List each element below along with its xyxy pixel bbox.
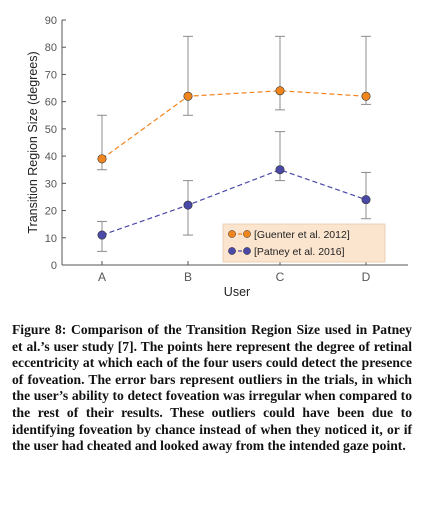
line-chart: 0 10 20 30 40 50 60 70 80 90 A B C D User Transition Re… — [26, 15, 408, 299]
x-tick-label: A — [98, 270, 106, 284]
x-tick-label: C — [276, 270, 285, 284]
legend-marker — [228, 247, 236, 255]
data-point — [183, 91, 193, 101]
legend-marker — [243, 247, 251, 255]
legend-marker — [228, 230, 236, 238]
series-line-1 — [101, 90, 367, 160]
legend-label: [Patney et al. 2016] — [254, 246, 345, 258]
y-tick-label: 70 — [45, 69, 57, 81]
y-tick-label: 10 — [45, 233, 57, 245]
y-tick-label: 40 — [45, 151, 57, 163]
data-point — [97, 230, 107, 240]
y-tick-label: 0 — [51, 260, 57, 272]
figure-caption: Figure 8: Comparison of the Transition R… — [12, 322, 412, 455]
y-axis-label: Transition Region Size (degrees) — [26, 51, 40, 233]
chart-container: 0 10 20 30 40 50 60 70 80 90 A B C D User Transition Re… — [26, 15, 408, 299]
data-point — [361, 91, 371, 101]
data-point — [275, 86, 285, 96]
data-point — [275, 165, 285, 175]
legend-label: [Guenter et al. 2012] — [254, 229, 350, 241]
y-tick-label: 50 — [45, 124, 57, 136]
y-tick-label: 30 — [45, 178, 57, 190]
caption-text: Comparison of the Transition Region Size… — [12, 322, 412, 454]
y-tick-label: 90 — [45, 15, 57, 27]
data-point — [183, 200, 193, 210]
y-tick-label: 60 — [45, 97, 57, 109]
x-tick-label: B — [184, 270, 192, 284]
data-point — [97, 154, 107, 164]
data-point — [361, 195, 371, 205]
y-tick-label: 80 — [45, 42, 57, 54]
series-line-2 — [101, 169, 367, 236]
figure-label: Figure 8: — [12, 322, 67, 337]
legend-marker — [243, 230, 251, 238]
x-tick-label: D — [362, 270, 371, 284]
y-tick-label: 20 — [45, 206, 57, 218]
x-axis-label: User — [224, 285, 250, 299]
legend-box — [222, 223, 386, 263]
